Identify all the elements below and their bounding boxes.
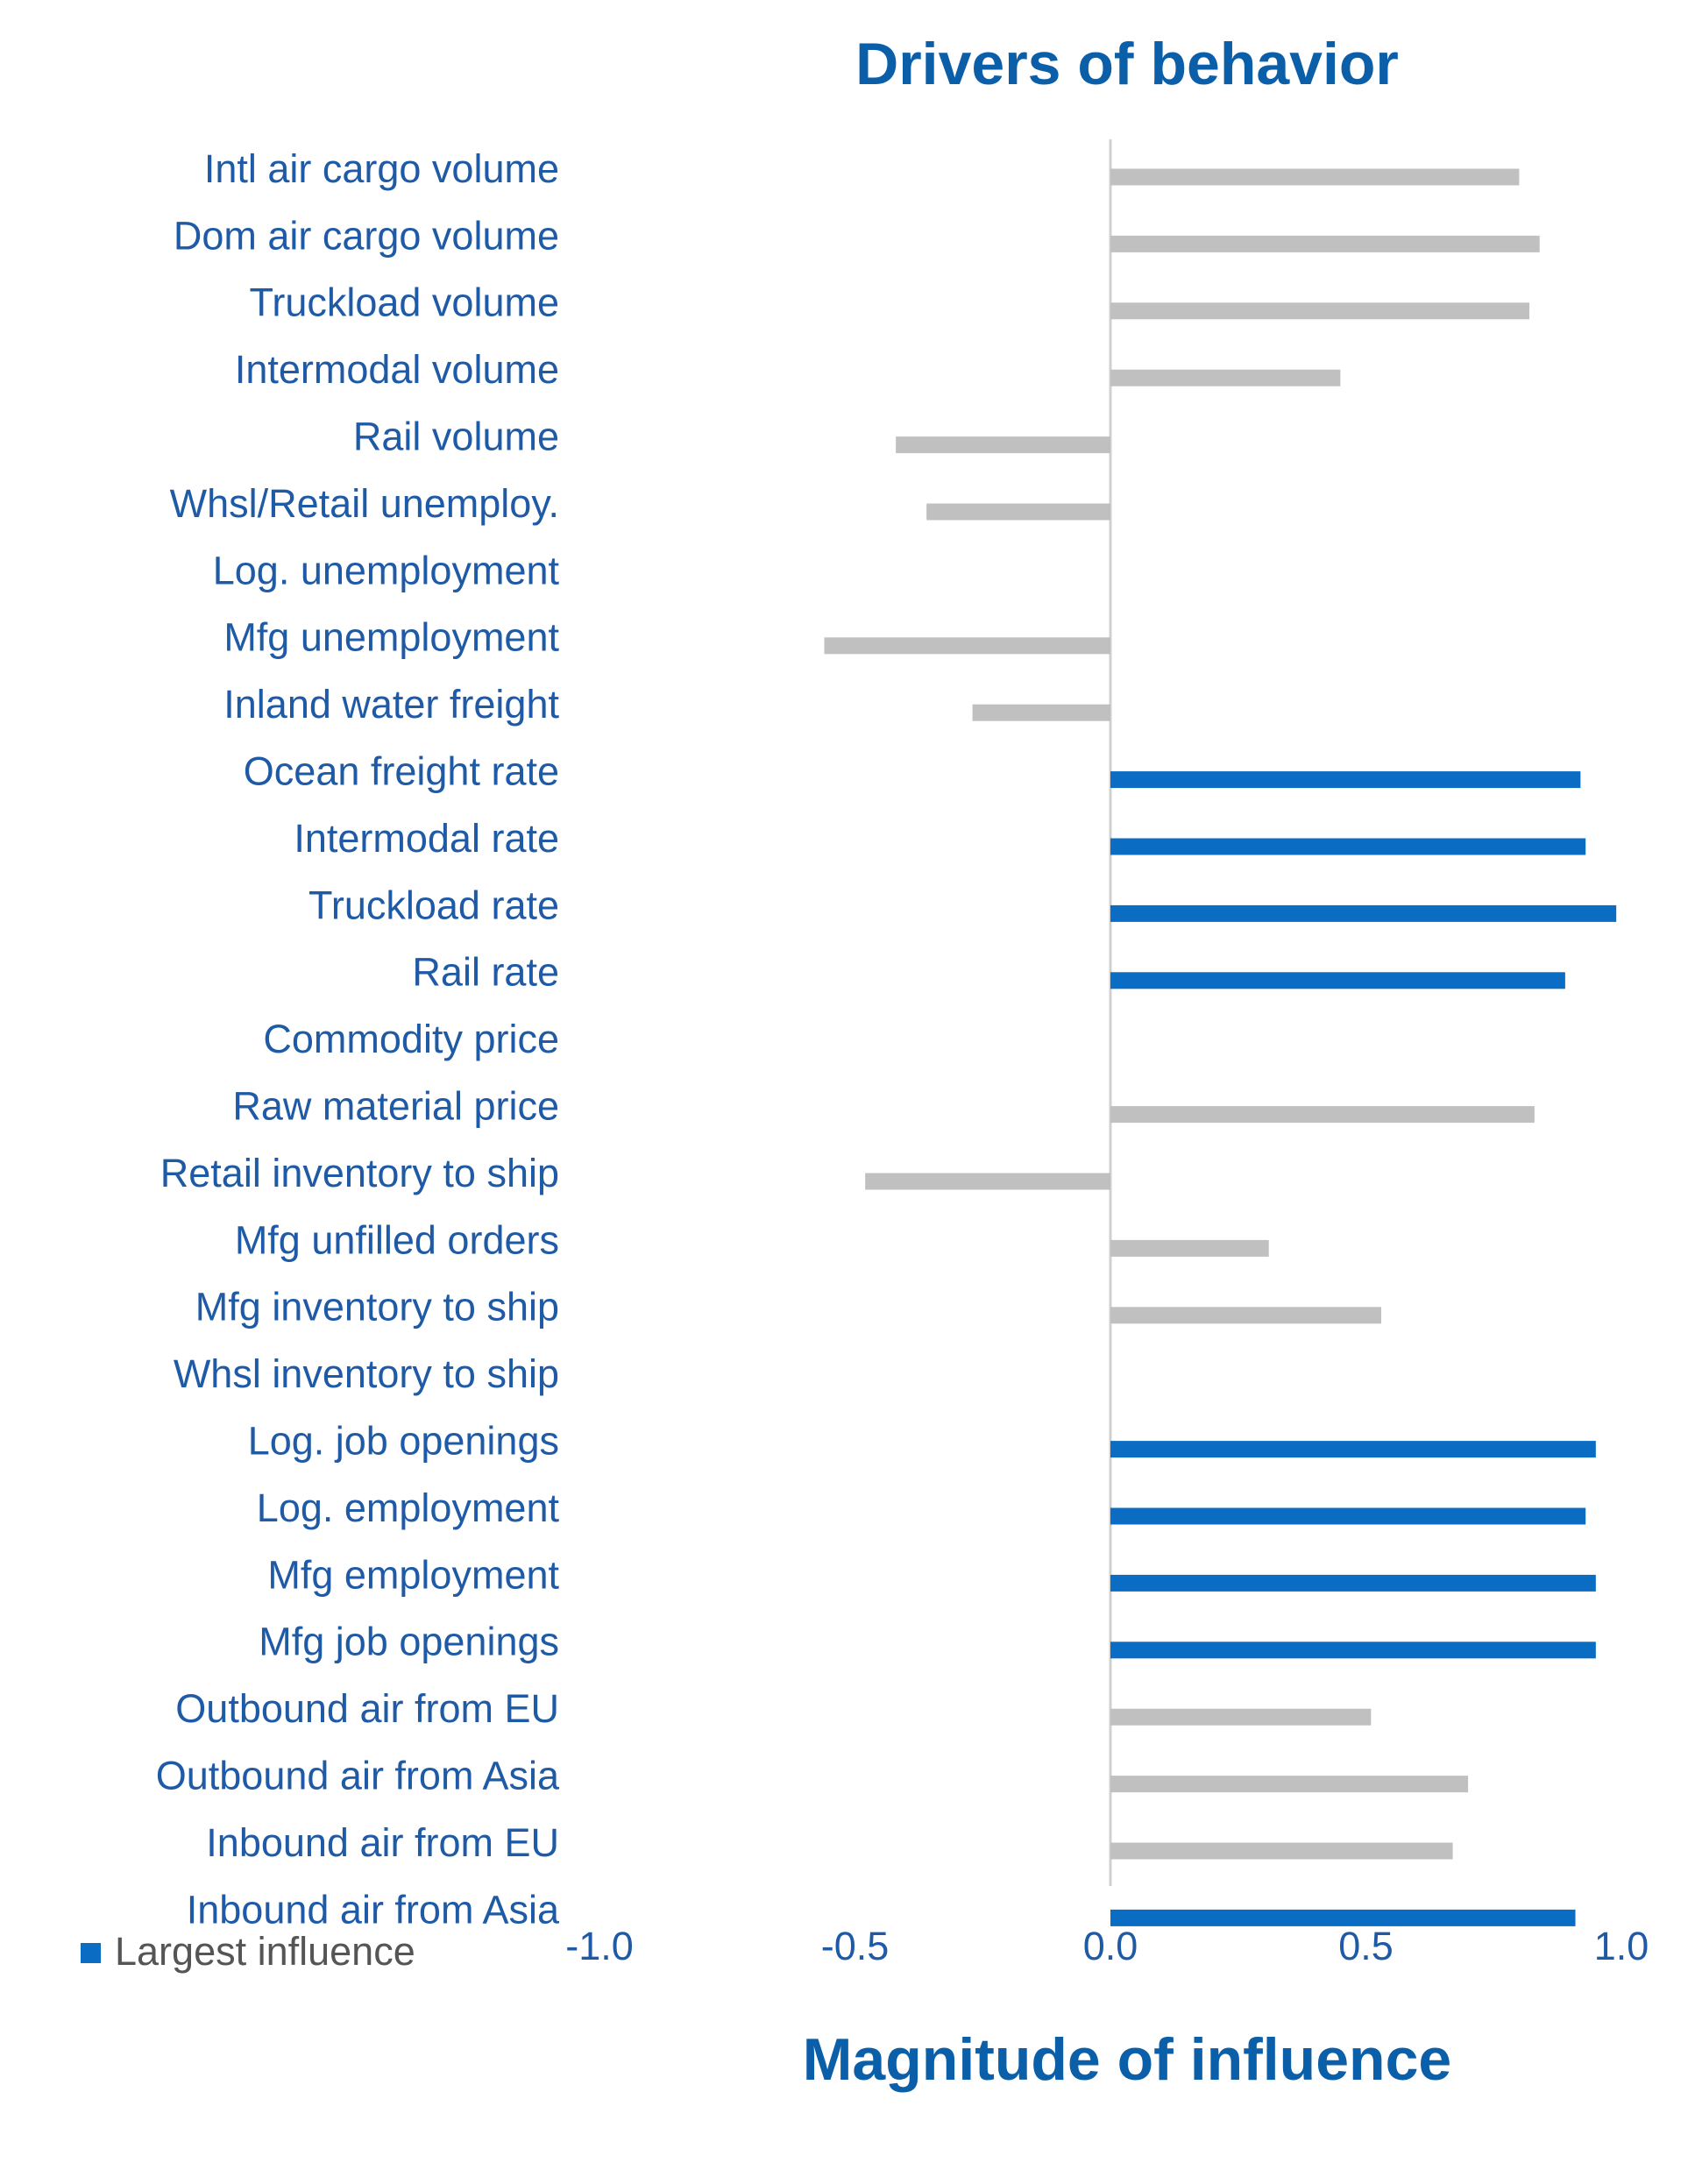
y-tick-label: Truckload rate xyxy=(308,883,559,927)
bar xyxy=(1110,302,1530,320)
bar xyxy=(1110,972,1565,989)
bar xyxy=(1110,1708,1372,1726)
y-tick-label: Rail volume xyxy=(353,414,559,458)
bar xyxy=(1110,1239,1269,1257)
bar xyxy=(1110,1776,1469,1793)
bar xyxy=(1110,1842,1453,1860)
y-tick-label: Mfg employment xyxy=(267,1552,559,1597)
bar xyxy=(1110,369,1341,386)
bar xyxy=(896,436,1110,454)
bar xyxy=(1110,235,1540,252)
legend-label: Largest influence xyxy=(115,1929,415,1974)
bar xyxy=(926,503,1110,521)
y-tick-label: Whsl/Retail unemploy. xyxy=(170,481,559,526)
y-tick-label: Raw material price xyxy=(232,1083,559,1128)
y-tick-label: Inbound air from Asia xyxy=(187,1887,560,1932)
y-tick-label: Mfg inventory to ship xyxy=(195,1285,559,1330)
bar xyxy=(1110,1441,1596,1458)
y-tick-label: Mfg job openings xyxy=(259,1620,559,1664)
y-tick-label: Inland water freight xyxy=(223,682,559,727)
y-tick-label: Outbound air from EU xyxy=(175,1686,559,1731)
y-tick-label: Intermodal volume xyxy=(235,347,559,392)
y-tick-label: Rail rate xyxy=(412,950,559,995)
bar xyxy=(1110,771,1581,789)
y-tick-label: Dom air cargo volume xyxy=(174,213,559,258)
y-tick-label: Whsl inventory to ship xyxy=(174,1351,559,1396)
y-tick-label: Commodity price xyxy=(263,1017,559,1061)
bar xyxy=(1110,168,1520,186)
y-tick-label: Outbound air from Asia xyxy=(156,1753,560,1798)
y-tick-label: Mfg unfilled orders xyxy=(235,1217,559,1262)
bar xyxy=(1110,1909,1576,1926)
bar xyxy=(1110,1307,1381,1324)
x-tick-label: -1.0 xyxy=(565,1924,634,1968)
bar xyxy=(1110,1507,1586,1525)
x-tick-label: 0.5 xyxy=(1338,1924,1394,1968)
y-tick-label: Intermodal rate xyxy=(294,816,559,861)
legend-swatch xyxy=(81,1943,101,1963)
y-tick-label: Ocean freight rate xyxy=(244,748,559,793)
bar xyxy=(1110,1574,1596,1592)
y-tick-label: Retail inventory to ship xyxy=(160,1151,559,1195)
bar xyxy=(1110,904,1617,922)
chart-title: Drivers of behavior xyxy=(855,31,1399,97)
y-tick-label: Log. job openings xyxy=(248,1418,559,1463)
x-tick-label: -0.5 xyxy=(821,1924,890,1968)
y-tick-label: Truckload volume xyxy=(250,280,559,325)
x-tick-label: 1.0 xyxy=(1594,1924,1649,1968)
y-tick-label: Log. employment xyxy=(257,1486,560,1530)
x-tick-label: 0.0 xyxy=(1083,1924,1138,1968)
bar xyxy=(865,1173,1110,1190)
y-tick-label: Mfg unemployment xyxy=(223,615,559,660)
bar xyxy=(1110,1106,1535,1124)
bar xyxy=(824,637,1110,655)
y-tick-label: Log. unemployment xyxy=(213,548,560,592)
y-tick-label: Inbound air from EU xyxy=(206,1820,559,1865)
bar xyxy=(972,704,1110,721)
y-tick-label: Intl air cargo volume xyxy=(204,146,559,191)
x-axis-title: Magnitude of influence xyxy=(803,2026,1451,2093)
bar xyxy=(1110,838,1586,855)
bar xyxy=(1110,1642,1596,1659)
